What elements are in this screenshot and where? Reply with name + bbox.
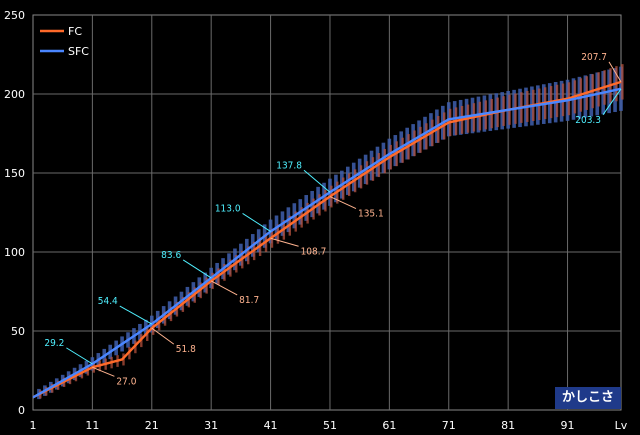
fc-label-leader — [270, 237, 299, 247]
y-tick-label: 100 — [4, 246, 25, 259]
fc-data-label: 108.7 — [301, 246, 327, 257]
plot-frame — [32, 14, 622, 411]
x-tick-label: 31 — [204, 419, 218, 432]
y-tick-label: 150 — [4, 167, 25, 180]
x-tick-label: Lv — [615, 419, 628, 432]
legend-label-fc: FC — [68, 25, 82, 38]
x-tick-label: 21 — [145, 419, 159, 432]
x-tick-label: 1 — [30, 419, 37, 432]
stat-badge: かしこさ — [555, 387, 621, 409]
x-tick-label: 91 — [561, 419, 575, 432]
fc-data-label: 207.7 — [581, 52, 607, 63]
sfc-label-leader — [303, 169, 331, 193]
y-tick-label: 250 — [4, 9, 25, 22]
sfc-data-label: 203.3 — [575, 115, 601, 126]
fc-data-label: 27.0 — [116, 376, 136, 387]
sfc-data-label: 83.6 — [161, 250, 181, 261]
fc-label-leader — [329, 196, 357, 209]
sfc-label-leader — [602, 88, 622, 116]
sfc-label-leader — [182, 259, 212, 279]
x-tick-label: 61 — [382, 419, 396, 432]
x-tick-label: 51 — [323, 419, 337, 432]
x-tick-label: 11 — [85, 419, 99, 432]
x-tick-label: 41 — [264, 419, 278, 432]
legend-label-sfc: SFC — [68, 45, 89, 58]
y-tick-label: 200 — [4, 88, 25, 101]
fc-data-label: 81.7 — [239, 295, 259, 306]
y-tick-label: 0 — [18, 404, 25, 417]
fc-label-leader — [608, 61, 622, 83]
sfc-label-leader — [66, 347, 93, 365]
y-tick-label: 50 — [11, 325, 25, 338]
sfc-label-leader — [242, 213, 271, 232]
fc-data-label: 51.8 — [176, 344, 196, 355]
sfc-data-label: 54.4 — [98, 296, 118, 307]
sfc-data-label: 113.0 — [215, 203, 241, 214]
fc-range-bar — [621, 64, 624, 100]
fc-data-label: 135.1 — [358, 209, 384, 220]
sfc-data-label: 137.8 — [276, 160, 302, 171]
sfc-data-label: 29.2 — [44, 338, 64, 349]
fc-label-leader — [92, 366, 115, 377]
x-tick-label: 81 — [501, 419, 515, 432]
fc-label-leader — [151, 327, 175, 345]
sfc-label-leader — [119, 305, 153, 325]
x-tick-label: 71 — [442, 419, 456, 432]
fc-label-leader — [210, 280, 238, 296]
